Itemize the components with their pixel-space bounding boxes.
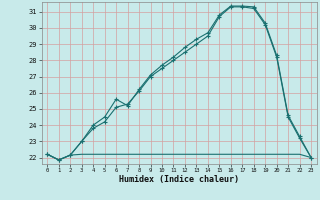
X-axis label: Humidex (Indice chaleur): Humidex (Indice chaleur)	[119, 175, 239, 184]
